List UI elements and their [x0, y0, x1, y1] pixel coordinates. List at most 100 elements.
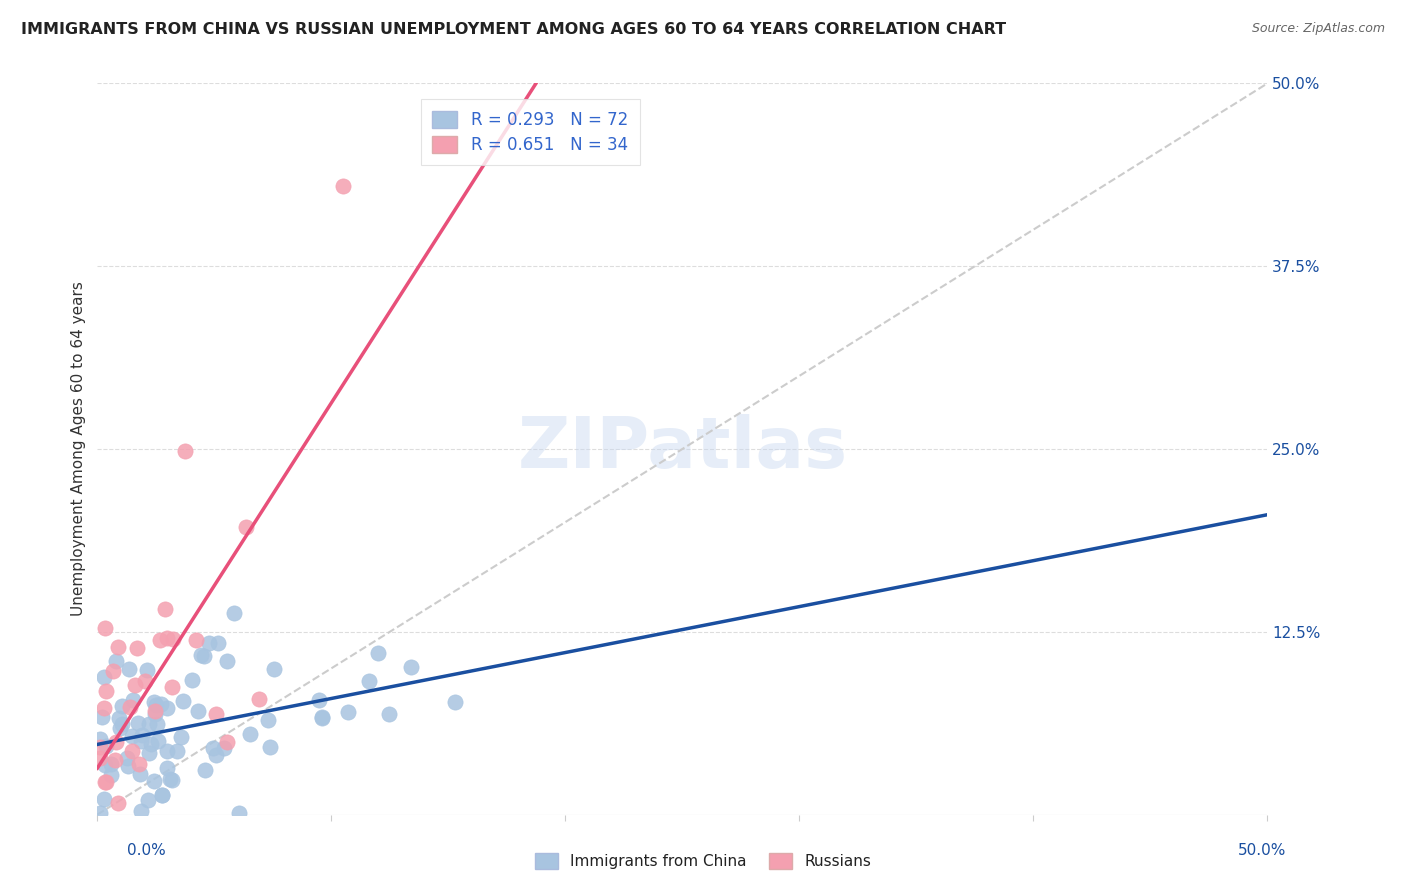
Point — [172, 694, 194, 708]
Point — [311, 710, 333, 724]
Point — [145, 698, 167, 712]
Point — [308, 693, 330, 707]
Y-axis label: Unemployment Among Ages 60 to 64 years: Unemployment Among Ages 60 to 64 years — [72, 282, 86, 616]
Point — [156, 701, 179, 715]
Point — [89, 806, 111, 821]
Point — [118, 662, 141, 676]
Point — [152, 788, 174, 802]
Text: Source: ZipAtlas.com: Source: ZipAtlas.com — [1251, 22, 1385, 36]
Point — [357, 673, 380, 688]
Point — [117, 759, 139, 773]
Point — [89, 822, 111, 837]
Point — [96, 775, 118, 789]
Point — [215, 734, 238, 748]
Point — [129, 767, 152, 781]
Point — [136, 663, 159, 677]
Point — [103, 753, 125, 767]
Point — [190, 648, 212, 662]
Point — [207, 636, 229, 650]
Point — [399, 660, 422, 674]
Point — [93, 670, 115, 684]
Point — [93, 701, 115, 715]
Point — [89, 751, 111, 765]
Point — [160, 680, 183, 694]
Point — [94, 684, 117, 698]
Point — [150, 788, 173, 802]
Point — [94, 774, 117, 789]
Point — [239, 727, 262, 741]
Point — [194, 764, 217, 778]
Point — [94, 758, 117, 772]
Point — [125, 641, 148, 656]
Point — [336, 705, 359, 719]
Point — [107, 796, 129, 810]
Point — [134, 673, 156, 688]
Text: 50.0%: 50.0% — [1239, 843, 1286, 858]
Point — [173, 444, 195, 458]
Point — [120, 699, 142, 714]
Text: 0.0%: 0.0% — [127, 843, 166, 858]
Point — [91, 709, 114, 723]
Point — [377, 707, 399, 722]
Point — [156, 761, 179, 775]
Point — [202, 741, 225, 756]
Point — [166, 744, 188, 758]
Point — [89, 821, 111, 835]
Point — [94, 621, 117, 635]
Point — [131, 728, 153, 742]
Point — [156, 744, 179, 758]
Point — [129, 805, 152, 819]
Point — [129, 734, 152, 748]
Point — [101, 664, 124, 678]
Point — [149, 633, 172, 648]
Point — [263, 662, 285, 676]
Point — [205, 747, 228, 762]
Point — [170, 730, 193, 744]
Point — [180, 673, 202, 687]
Point — [311, 711, 333, 725]
Point — [142, 773, 165, 788]
Point — [107, 640, 129, 654]
Point — [100, 757, 122, 772]
Point — [89, 732, 111, 747]
Point — [228, 806, 250, 821]
Point — [121, 744, 143, 758]
Point — [146, 734, 169, 748]
Legend: R = 0.293   N = 72, R = 0.651   N = 34: R = 0.293 N = 72, R = 0.651 N = 34 — [420, 99, 640, 165]
Point — [96, 739, 118, 753]
Point — [259, 740, 281, 755]
Point — [121, 692, 143, 706]
Point — [247, 691, 270, 706]
Point — [107, 711, 129, 725]
Point — [217, 654, 239, 668]
Legend: Immigrants from China, Russians: Immigrants from China, Russians — [529, 847, 877, 875]
Point — [143, 704, 166, 718]
Point — [136, 793, 159, 807]
Point — [89, 739, 111, 754]
Point — [367, 646, 389, 660]
Point — [160, 773, 183, 788]
Point — [142, 695, 165, 709]
Point — [149, 697, 172, 711]
Point — [128, 756, 150, 771]
Point — [224, 606, 246, 620]
Point — [193, 648, 215, 663]
Text: ZIPatlas: ZIPatlas — [517, 415, 848, 483]
Point — [115, 751, 138, 765]
Point — [184, 633, 207, 648]
Point — [146, 716, 169, 731]
Point — [155, 602, 177, 616]
Point — [104, 654, 127, 668]
Point — [141, 737, 163, 751]
Point — [256, 713, 278, 727]
Point — [124, 678, 146, 692]
Point — [121, 729, 143, 743]
Point — [108, 722, 131, 736]
Point — [111, 698, 134, 713]
Point — [162, 632, 184, 646]
Point — [187, 704, 209, 718]
Point — [105, 735, 128, 749]
Point — [104, 822, 127, 837]
Point — [205, 707, 228, 722]
Point — [156, 632, 179, 646]
